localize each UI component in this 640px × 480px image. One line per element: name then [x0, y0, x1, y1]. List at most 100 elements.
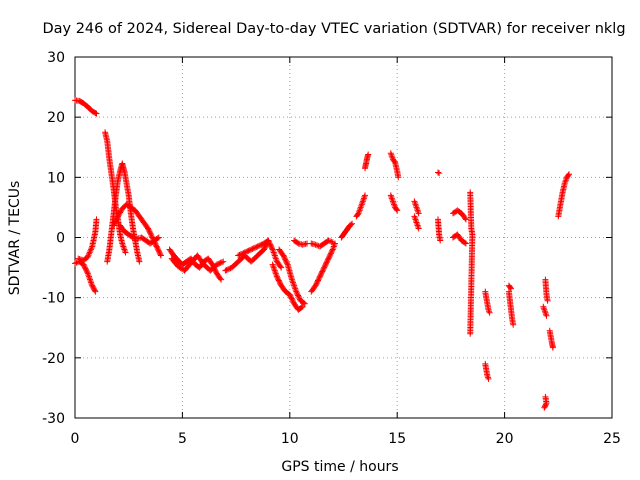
data-point [327, 250, 334, 257]
data-point [467, 330, 474, 337]
data-point [281, 255, 288, 262]
y-tick-label: -20 [42, 351, 65, 367]
data-point [86, 250, 93, 257]
data-point [223, 267, 230, 273]
data-point [236, 251, 243, 258]
data-point [435, 169, 441, 176]
data-point [226, 265, 233, 272]
data-point [153, 242, 159, 249]
data-point [278, 264, 285, 271]
data-point [436, 170, 443, 177]
data-point [295, 292, 302, 299]
data-point [248, 246, 255, 253]
data-point [326, 238, 333, 245]
data-point [235, 252, 242, 259]
data-point [301, 300, 308, 307]
data-point [88, 246, 94, 253]
data-point [565, 172, 572, 179]
data-point [566, 171, 572, 178]
data-point [543, 312, 550, 319]
data-points [72, 97, 572, 411]
data-point [325, 255, 332, 262]
data-point [111, 219, 118, 226]
data-point [317, 272, 324, 279]
data-point [93, 216, 100, 223]
data-point [237, 251, 244, 258]
data-point [323, 260, 329, 267]
data-point [281, 253, 287, 260]
data-point [246, 247, 253, 254]
data-point [437, 237, 444, 244]
data-point [508, 285, 514, 292]
data-point [153, 243, 160, 250]
data-point [224, 266, 231, 273]
data-point [486, 308, 492, 315]
data-point [156, 248, 163, 255]
data-point [329, 247, 336, 254]
data-point [249, 245, 256, 252]
data-point [112, 218, 119, 225]
data-point [320, 265, 327, 272]
data-point [393, 206, 400, 213]
data-point [218, 259, 225, 266]
data-point [462, 240, 469, 247]
data-point [282, 256, 289, 263]
data-point [315, 276, 322, 283]
data-point [92, 288, 99, 295]
data-point [269, 245, 275, 252]
data-point [154, 235, 161, 242]
data-point [507, 284, 514, 291]
data-point [288, 294, 294, 301]
data-point [111, 221, 118, 228]
data-point [277, 263, 284, 270]
data-point [265, 237, 272, 244]
data-point [294, 291, 301, 298]
data-point [315, 277, 321, 284]
data-point [110, 222, 117, 229]
data-point [289, 298, 296, 305]
data-point [322, 262, 329, 268]
data-point [314, 278, 321, 285]
data-point [462, 215, 469, 222]
data-point [217, 259, 224, 266]
x-tick-label: 20 [496, 431, 514, 447]
data-point [293, 288, 300, 295]
data-point [321, 264, 328, 271]
data-point [283, 259, 290, 265]
data-point [541, 404, 548, 411]
data-point [541, 403, 548, 410]
data-point [155, 234, 162, 241]
data-point [415, 225, 422, 232]
data-point [91, 287, 98, 294]
x-axis-label: GPS time / hours [281, 459, 398, 475]
data-point [295, 293, 302, 300]
data-point [326, 253, 333, 259]
data-point [461, 239, 468, 246]
data-point [157, 252, 164, 259]
y-tick-label: 20 [47, 110, 65, 126]
data-point [287, 292, 294, 299]
x-tick-label: 25 [603, 431, 621, 447]
data-point [83, 266, 89, 273]
data-point [145, 225, 151, 232]
data-point [72, 260, 78, 267]
data-point [274, 274, 281, 281]
data-point [296, 295, 303, 302]
data-point [544, 297, 551, 304]
y-tick-label: 10 [47, 170, 65, 186]
data-point [327, 251, 334, 258]
data-point [154, 244, 161, 251]
data-point [243, 248, 249, 255]
x-tick-label: 15 [388, 431, 406, 447]
data-point [146, 229, 153, 236]
data-point [348, 221, 354, 228]
axis-ticks [74, 56, 613, 419]
data-point [485, 375, 492, 382]
data-point [239, 250, 246, 257]
data-point [394, 207, 401, 214]
data-point [349, 220, 356, 227]
data-point [267, 241, 274, 248]
data-point [273, 273, 280, 280]
data-point [275, 276, 282, 283]
